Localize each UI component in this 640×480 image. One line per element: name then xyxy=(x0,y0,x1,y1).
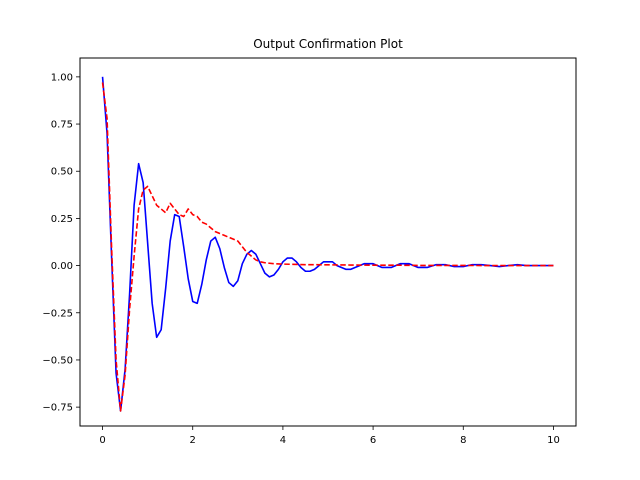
x-tick-label: 10 xyxy=(547,435,560,446)
x-tick-label: 0 xyxy=(99,435,105,446)
chart-title: Output Confirmation Plot xyxy=(253,37,403,51)
x-tick-label: 4 xyxy=(280,435,286,446)
y-tick-label: −0.75 xyxy=(42,403,73,414)
y-tick-label: 0.75 xyxy=(51,120,73,131)
y-tick-label: 0.50 xyxy=(51,167,73,178)
y-tick-label: 0.25 xyxy=(51,214,73,225)
plot-area xyxy=(101,76,554,412)
y-tick-label: −0.50 xyxy=(42,355,73,366)
x-tick-label: 8 xyxy=(460,435,466,446)
y-tick-label: 0.00 xyxy=(51,261,73,272)
x-tick-label: 6 xyxy=(370,435,376,446)
axes-frame xyxy=(79,57,577,427)
y-tick-label: −0.25 xyxy=(42,308,73,319)
y-tick-label: 1.00 xyxy=(51,72,73,83)
axis-ticks: 0 2 4 6 8 10 −0.75 −0.50 −0.25 0.00 0.25 0.50 0.75 1.… xyxy=(42,72,559,446)
series-line-2 xyxy=(101,82,554,412)
x-tick-label: 2 xyxy=(190,435,196,446)
